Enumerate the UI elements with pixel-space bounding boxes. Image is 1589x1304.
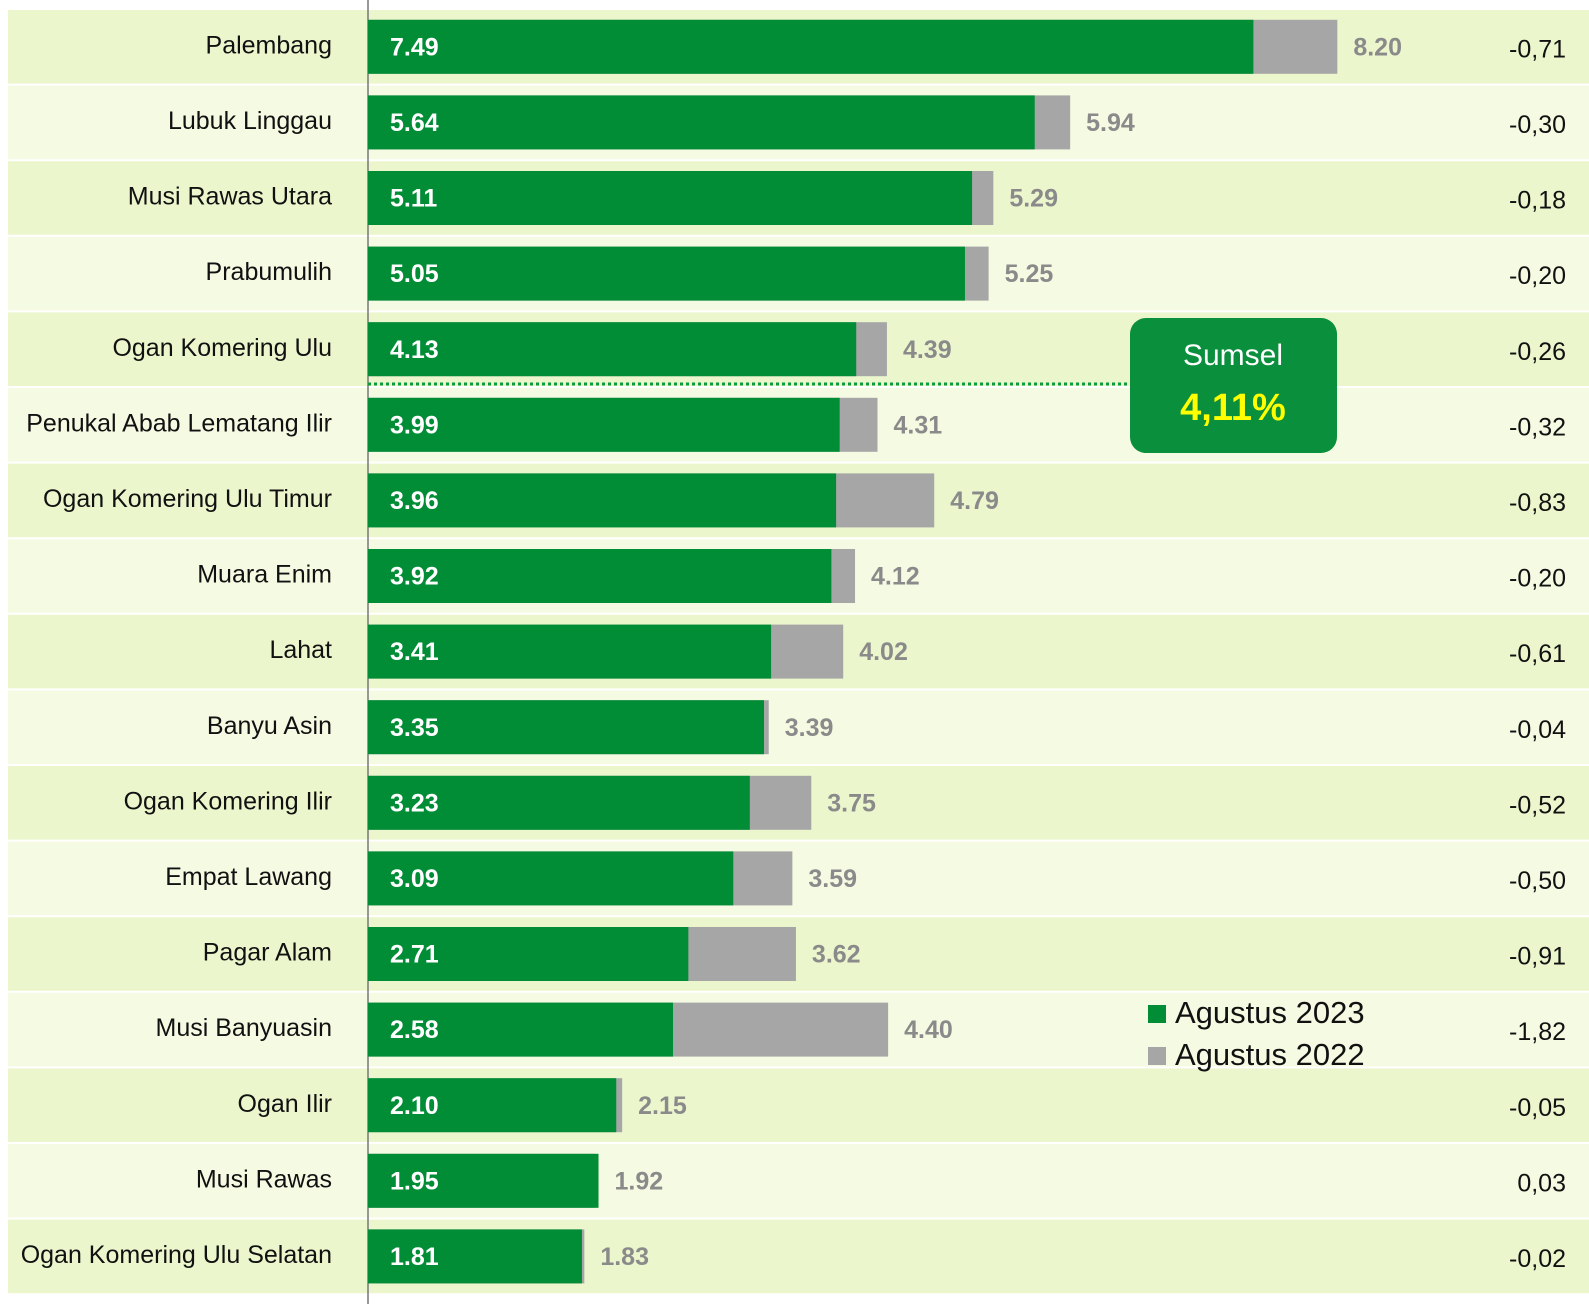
annotation-value: 4,11%: [1180, 387, 1286, 429]
data-label: 2.10: [390, 1092, 439, 1120]
bar: [368, 1229, 582, 1284]
data-label: 3.92: [390, 563, 439, 591]
change-label: -0,52: [1509, 791, 1566, 819]
data-label: 3.41: [390, 638, 439, 666]
category-label: Lubuk Linggau: [168, 107, 332, 135]
data-label: 4.13: [390, 336, 439, 364]
data-label: 5.11: [390, 185, 437, 213]
category-label: Pagar Alam: [203, 939, 332, 967]
data-label: 5.64: [390, 109, 439, 137]
change-label: -0,61: [1509, 640, 1566, 668]
category-label: Musi Rawas Utara: [128, 183, 332, 211]
bar: [368, 549, 832, 603]
row-background: [8, 1068, 1589, 1142]
category-label: Lahat: [269, 636, 332, 664]
data-label: 3.39: [785, 714, 834, 742]
bar: [368, 1153, 599, 1208]
data-label: 5.25: [1005, 260, 1054, 288]
bar: [368, 624, 772, 679]
legend-label: Agustus 2022: [1175, 1037, 1365, 1072]
change-label: -0,91: [1509, 943, 1566, 971]
data-label: 3.99: [390, 411, 439, 439]
change-label: -0,50: [1509, 867, 1566, 895]
data-label: 4.79: [950, 487, 999, 515]
category-label: Muara Enim: [197, 561, 332, 589]
data-label: 3.09: [390, 865, 439, 893]
data-label: 3.75: [827, 789, 876, 817]
data-label: 4.39: [903, 336, 952, 364]
change-label: -0,83: [1509, 489, 1566, 517]
category-label: Musi Rawas: [196, 1165, 332, 1193]
row-background: [8, 1144, 1589, 1218]
change-label: -0,02: [1509, 1245, 1566, 1273]
change-label: 0,03: [1517, 1169, 1566, 1197]
data-label: 5.29: [1009, 185, 1058, 213]
bar: [368, 1002, 673, 1057]
data-label: 5.05: [390, 260, 439, 288]
bar: [368, 700, 765, 755]
category-label: Musi Banyuasin: [156, 1014, 332, 1042]
data-label: 1.92: [615, 1167, 664, 1195]
bar: [368, 322, 857, 377]
change-label: -0,05: [1509, 1094, 1566, 1122]
row-background: [8, 1219, 1589, 1294]
category-label: Ogan Komering Ilir: [124, 787, 332, 815]
category-label: Prabumulih: [206, 258, 332, 286]
change-label: -0,20: [1509, 262, 1566, 290]
data-label: 1.95: [390, 1167, 439, 1195]
bar: [368, 1078, 617, 1133]
data-label: 1.81: [390, 1243, 439, 1271]
change-label: -0,20: [1509, 565, 1566, 593]
data-label: 7.49: [390, 33, 439, 61]
data-label: 3.35: [390, 714, 439, 742]
data-label: 3.23: [390, 789, 439, 817]
category-label: Ogan Komering Ulu: [112, 334, 332, 362]
data-label: 2.71: [390, 941, 439, 969]
data-label: 4.02: [859, 638, 908, 666]
change-label: -0,30: [1509, 111, 1566, 139]
legend-swatch: [1148, 1047, 1166, 1065]
data-label: 3.62: [812, 941, 861, 969]
row-background: [8, 690, 1589, 764]
change-label: -1,82: [1509, 1018, 1566, 1046]
annotation-box: [1130, 318, 1337, 453]
bar: [368, 473, 837, 528]
change-label: -0,32: [1509, 413, 1566, 441]
data-label: 2.58: [390, 1016, 439, 1044]
bar: [368, 397, 840, 452]
data-label: 8.20: [1353, 33, 1402, 61]
change-label: -0,26: [1509, 338, 1566, 366]
category-label: Ogan Ilir: [238, 1090, 332, 1118]
category-label: Palembang: [206, 31, 332, 59]
data-label: 1.83: [600, 1243, 649, 1271]
bar: [368, 95, 1035, 150]
change-label: -0,04: [1509, 716, 1566, 744]
change-label: -0,18: [1509, 187, 1566, 215]
category-label: Empat Lawang: [165, 863, 332, 891]
data-label: 5.94: [1086, 109, 1135, 137]
legend-swatch: [1148, 1005, 1166, 1023]
data-label: 4.40: [904, 1016, 953, 1044]
category-label: Banyu Asin: [207, 712, 332, 740]
bar: [368, 246, 965, 301]
row-background: [8, 917, 1589, 991]
data-label: 2.15: [638, 1092, 687, 1120]
category-label: Ogan Komering Ulu Timur: [43, 485, 332, 513]
bar: [368, 19, 1254, 74]
change-label: -0,71: [1509, 35, 1566, 63]
data-label: 4.12: [871, 563, 920, 591]
bar: [368, 775, 750, 830]
data-label: 4.31: [893, 411, 942, 439]
bar: [368, 171, 973, 225]
annotation-label: Sumsel: [1183, 339, 1283, 372]
bar: [368, 851, 734, 906]
row-background: [8, 841, 1589, 916]
data-label: 3.59: [808, 865, 857, 893]
category-label: Penukal Abab Lematang Ilir: [26, 409, 332, 437]
category-label: Ogan Komering Ulu Selatan: [21, 1241, 332, 1269]
data-label: 3.96: [390, 487, 439, 515]
bar: [368, 927, 689, 981]
legend-label: Agustus 2023: [1175, 995, 1365, 1030]
